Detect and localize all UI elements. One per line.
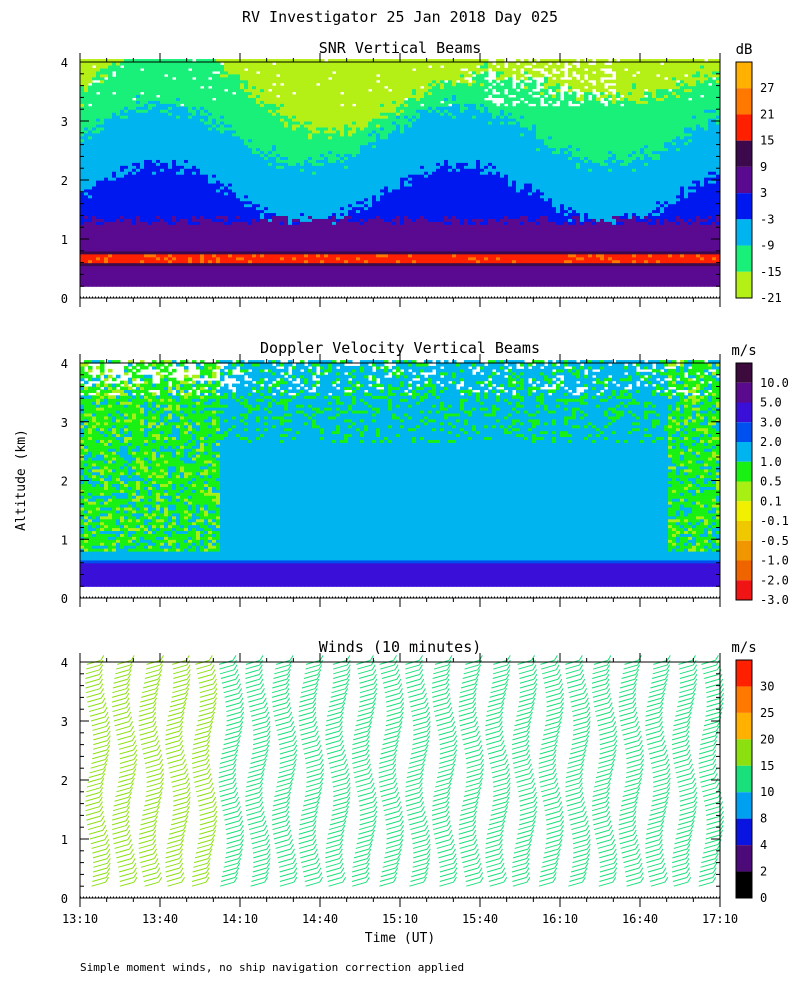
snr-cell xyxy=(88,106,93,110)
snr-cell xyxy=(120,68,125,72)
snr-cell xyxy=(96,83,101,87)
snr-cell xyxy=(104,80,109,84)
snr-cell xyxy=(140,94,145,98)
snr-cell xyxy=(164,77,169,81)
snr-heatmap xyxy=(80,59,721,287)
snr-cell xyxy=(92,83,97,87)
altitude-axis-label: Altitude (km) xyxy=(14,429,29,531)
snr-cell xyxy=(132,100,137,104)
snr-cell xyxy=(112,94,117,98)
snr-cell xyxy=(140,71,145,75)
snr-cell xyxy=(92,68,97,72)
figure: RV Investigator 25 Jan 2018 Day 025 Alti… xyxy=(0,0,800,1000)
snr-cell xyxy=(96,94,101,98)
figure-title: RV Investigator 25 Jan 2018 Day 025 xyxy=(242,8,558,26)
snr-cell xyxy=(112,77,117,81)
snr-cell xyxy=(88,86,93,90)
snr-cell xyxy=(156,97,161,101)
